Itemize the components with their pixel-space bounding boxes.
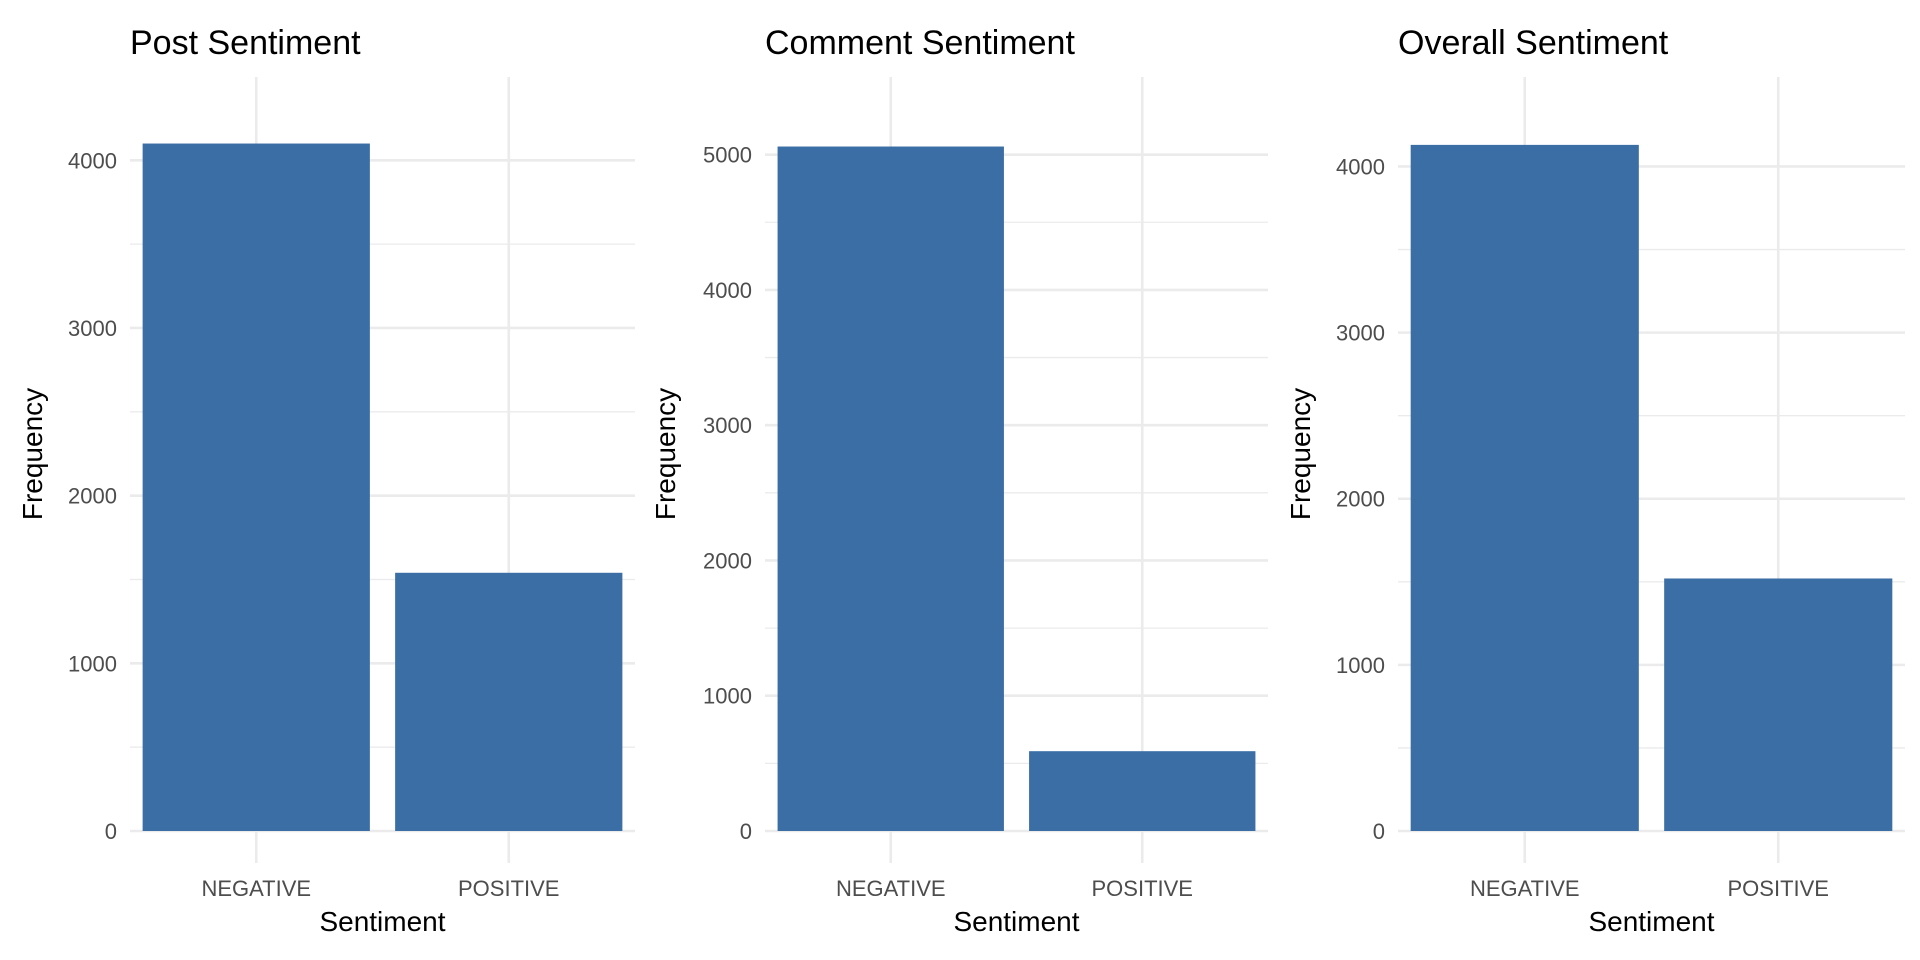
bar-positive	[395, 572, 623, 831]
y-tick-label: 1000	[703, 684, 752, 709]
x-tick-label: POSITIVE	[1092, 876, 1193, 901]
y-tick-label: 3000	[703, 413, 752, 438]
panel-title: Overall Sentiment	[1398, 24, 1669, 62]
x-axis-title: Sentiment	[953, 906, 1079, 937]
y-tick-label: 0	[105, 819, 117, 844]
y-tick-label: 4000	[703, 278, 752, 303]
bar-negative	[777, 146, 1004, 832]
y-axis-title: Frequency	[1285, 388, 1316, 520]
y-tick-label: 5000	[703, 143, 752, 168]
chart-panel-3: 0 1000 2000 3000 4000 NEGATIVE POSITIVE Overall…	[1285, 24, 1905, 937]
y-tick-label: 0	[1373, 819, 1385, 844]
y-tick-label: 2000	[1336, 487, 1385, 512]
y-tick-label: 4000	[68, 148, 117, 173]
y-axis-title: Frequency	[650, 388, 681, 520]
y-tick-label: 2000	[703, 548, 752, 573]
bar-negative	[1410, 144, 1639, 832]
y-tick-label: 3000	[1336, 321, 1385, 346]
x-tick-label: POSITIVE	[458, 876, 559, 901]
x-tick-label: NEGATIVE	[201, 876, 311, 901]
chart-panel-2: 0 1000 2000 3000 4000 5000 NEGATIVE POSITIVE Com…	[650, 24, 1268, 937]
x-axis-title: Sentiment	[1588, 906, 1714, 937]
x-tick-label: NEGATIVE	[836, 876, 946, 901]
y-tick-label: 2000	[68, 484, 117, 509]
y-axis-title: Frequency	[17, 388, 48, 520]
y-tick-label: 0	[740, 819, 752, 844]
chart-panel-1: 0 1000 2000 3000 4000 NEGATIVE POSITIVE Post Se…	[17, 24, 635, 937]
bar-positive	[1029, 751, 1256, 831]
y-tick-label: 1000	[68, 651, 117, 676]
y-tick-label: 4000	[1336, 154, 1385, 179]
panel-title: Post Sentiment	[130, 24, 361, 62]
x-axis-title: Sentiment	[319, 906, 445, 937]
x-tick-label: POSITIVE	[1728, 876, 1829, 901]
y-tick-label: 3000	[68, 316, 117, 341]
y-tick-label: 1000	[1336, 653, 1385, 678]
bar-negative	[142, 143, 370, 831]
x-tick-label: NEGATIVE	[1470, 876, 1580, 901]
panel-title: Comment Sentiment	[765, 24, 1075, 62]
bar-positive	[1664, 578, 1893, 831]
